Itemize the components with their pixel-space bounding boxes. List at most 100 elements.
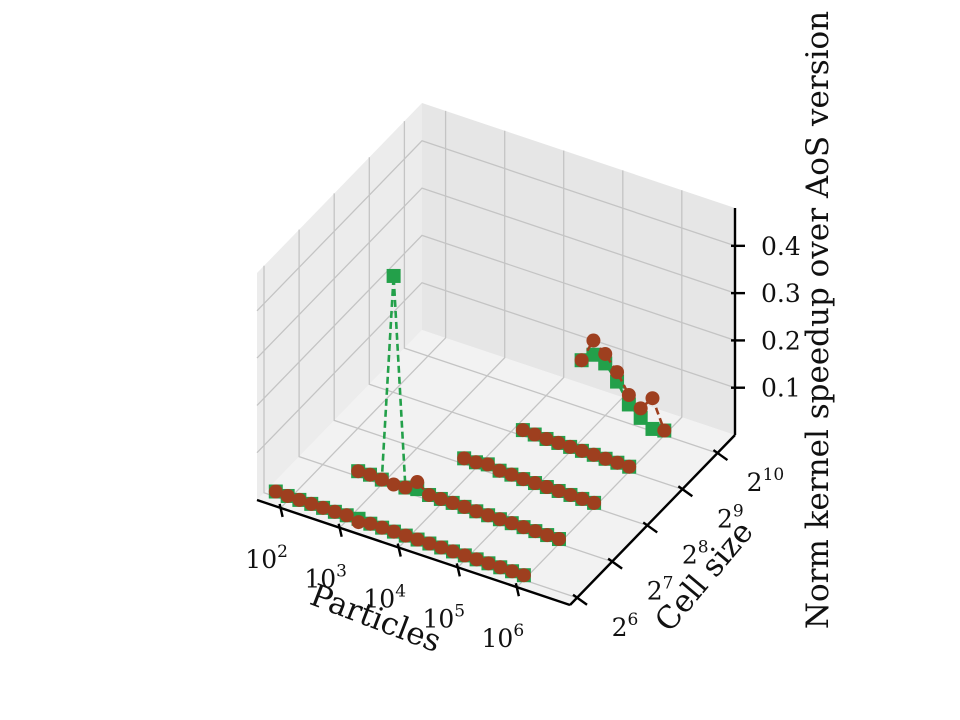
series-1-point bbox=[645, 391, 660, 406]
series-1-point bbox=[316, 500, 331, 515]
series-1-point bbox=[422, 487, 437, 502]
x-tick-label-3: 105 bbox=[422, 601, 465, 633]
y-tick-label-0: 26 bbox=[612, 610, 639, 642]
series-1-point bbox=[410, 475, 425, 490]
series-1-point bbox=[575, 491, 590, 506]
y-tick-label-3: 29 bbox=[717, 501, 744, 533]
series-1-point bbox=[457, 548, 472, 563]
y-tick-label-2-exp: 8 bbox=[698, 537, 709, 557]
y-tick-label-4: 210 bbox=[747, 465, 785, 497]
series-1-point bbox=[528, 476, 543, 491]
y-tick-mark bbox=[607, 557, 623, 570]
z-tick-label-0: 0.1 bbox=[761, 374, 801, 403]
y-tick-label-4-exp: 10 bbox=[763, 465, 785, 485]
y-tick-label-3-exp: 9 bbox=[733, 501, 744, 521]
x-tick-label-4: 106 bbox=[482, 621, 525, 653]
z-tick-label-1: 0.2 bbox=[761, 326, 801, 355]
series-1-point bbox=[586, 333, 601, 348]
y-tick-mark bbox=[572, 593, 588, 606]
series-1-point bbox=[481, 508, 496, 523]
z-tick-label-2: 0.3 bbox=[761, 279, 801, 308]
series-1-point bbox=[493, 560, 508, 575]
y-tick-mark bbox=[642, 521, 658, 534]
series-1-point bbox=[515, 423, 530, 438]
gridline-z bbox=[256, 187, 736, 359]
series-1-point bbox=[516, 568, 531, 583]
series-1-point bbox=[657, 423, 672, 438]
series-1-point bbox=[539, 480, 554, 495]
series-1-point bbox=[574, 353, 589, 368]
series-1-point bbox=[386, 477, 401, 492]
series-1-point bbox=[268, 484, 283, 499]
x-tick-label-4-exp: 6 bbox=[513, 621, 524, 641]
series-1-point bbox=[339, 508, 354, 523]
series-1-point bbox=[504, 467, 519, 482]
x-tick-label-2: 104 bbox=[363, 582, 406, 614]
left-pane bbox=[257, 103, 422, 500]
y-tick-label-1-base: 2 bbox=[647, 577, 663, 606]
y-tick-label-2: 28 bbox=[682, 537, 709, 569]
series-1-point bbox=[516, 472, 531, 487]
series-1-point bbox=[351, 464, 366, 479]
y-tick-label-4-base: 2 bbox=[747, 468, 763, 497]
series-1-point bbox=[446, 544, 461, 559]
y-tick-mark bbox=[712, 449, 729, 462]
series-1-point bbox=[504, 516, 519, 531]
series-1-point bbox=[492, 512, 507, 527]
x-tick-mark bbox=[455, 563, 461, 577]
x-tick-mark bbox=[337, 523, 343, 538]
series-1-point bbox=[422, 536, 437, 551]
y-tick-label-0-exp: 6 bbox=[628, 610, 639, 630]
y-tick-label-1: 27 bbox=[647, 574, 674, 606]
z-axis-label: Norm kernel speedup over AoS version bbox=[800, 11, 836, 629]
series-1-point bbox=[516, 520, 531, 535]
x-tick-label-1-base: 10 bbox=[304, 565, 336, 594]
x-tick-mark bbox=[396, 543, 402, 557]
series-1-point bbox=[362, 467, 377, 482]
gridline-x bbox=[516, 190, 683, 588]
series-1-point bbox=[363, 516, 378, 531]
series-1-point bbox=[528, 524, 543, 539]
series-1-point bbox=[621, 387, 636, 402]
chart-axes bbox=[256, 208, 745, 607]
series-1-point bbox=[598, 346, 613, 361]
x-tick-mark bbox=[278, 503, 284, 518]
x-tick-label-1: 103 bbox=[304, 562, 347, 594]
series-1-point bbox=[280, 488, 295, 503]
gridline-z bbox=[256, 234, 736, 406]
series-1-point bbox=[304, 496, 319, 511]
series-1-point bbox=[445, 495, 460, 510]
series-1-point bbox=[539, 431, 554, 446]
series-1-point bbox=[574, 443, 589, 458]
x-tick-label-4-base: 10 bbox=[482, 624, 514, 653]
series-1-point bbox=[610, 455, 625, 470]
series-1-point bbox=[586, 447, 601, 462]
series-1-point bbox=[351, 515, 366, 530]
series-1-point bbox=[563, 439, 578, 454]
gridline-y bbox=[403, 121, 718, 454]
series-1-point bbox=[587, 495, 602, 510]
series-1-point bbox=[457, 499, 472, 514]
series-1-point bbox=[551, 483, 566, 498]
y-tick-label-2-base: 2 bbox=[682, 540, 698, 569]
series-1-point bbox=[457, 451, 472, 466]
x-tick-label-2-exp: 4 bbox=[395, 582, 406, 602]
series-1-point bbox=[386, 524, 401, 539]
series-1-point bbox=[398, 480, 413, 495]
series-1-point bbox=[374, 472, 389, 487]
x-tick-label-0-exp: 2 bbox=[277, 542, 288, 562]
series-1-point bbox=[540, 528, 555, 543]
series-0-point bbox=[645, 421, 660, 436]
series-1-point bbox=[468, 455, 483, 470]
series-1-point bbox=[292, 492, 307, 507]
series-1-point bbox=[610, 365, 625, 380]
y-axis-line bbox=[569, 434, 736, 606]
x-tick-label-2-base: 10 bbox=[363, 585, 395, 614]
y-tick-label-1-exp: 7 bbox=[663, 574, 674, 594]
chart-panes bbox=[257, 103, 735, 605]
z-tick-label-3: 0.4 bbox=[761, 232, 801, 261]
series-1-point bbox=[598, 451, 613, 466]
series-1-point bbox=[398, 528, 413, 543]
